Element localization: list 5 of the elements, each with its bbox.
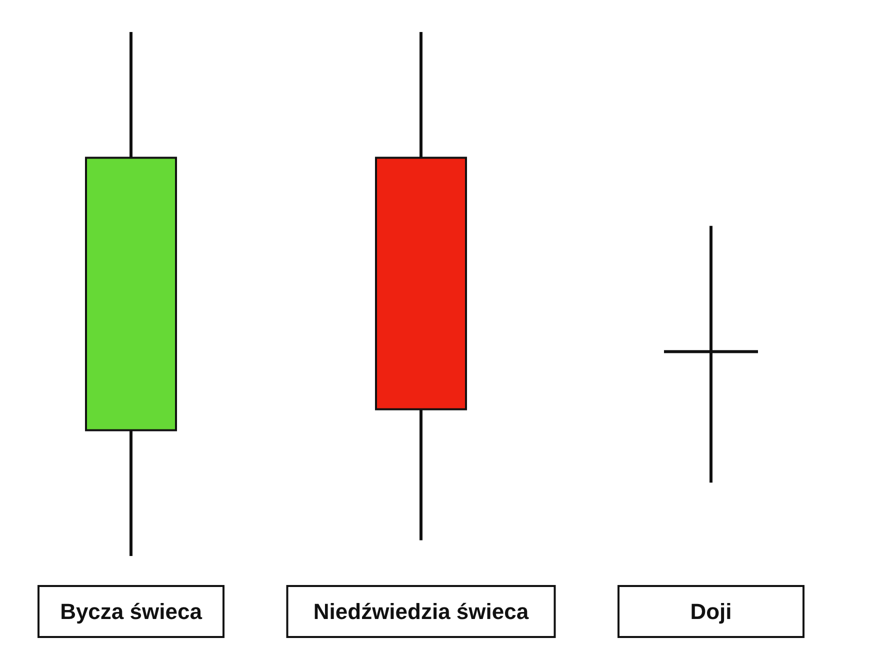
x-tick-label: Bycza świeca	[60, 599, 203, 624]
x-tick-label: Doji	[690, 599, 732, 624]
candlestick	[375, 32, 467, 540]
x-tick-label: Niedźwiedzia świeca	[313, 599, 530, 624]
candlestick	[85, 32, 177, 556]
